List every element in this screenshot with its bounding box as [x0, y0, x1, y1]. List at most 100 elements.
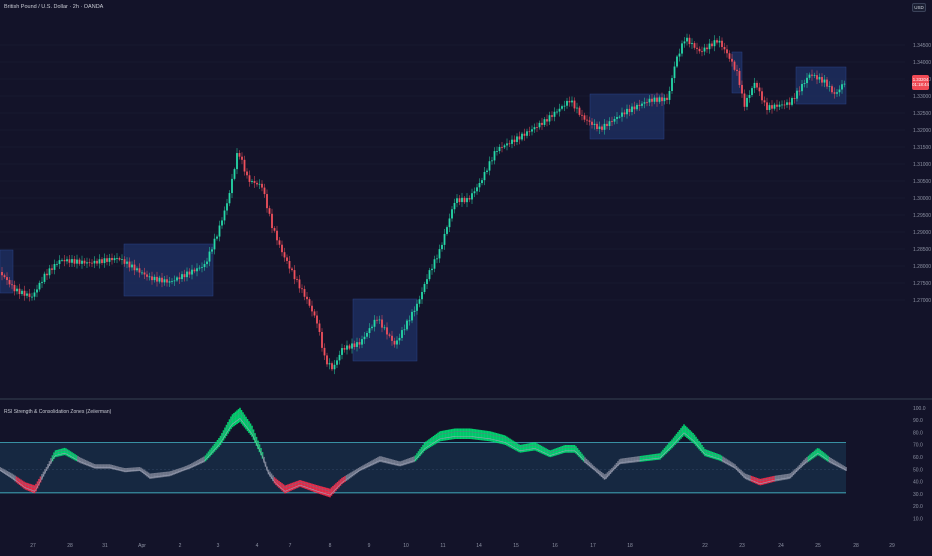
indicator-chart-svg[interactable]: 100.0 90.0 80.0 70.0 60.0 50.0 40.0 30.0 20.0 10.…: [0, 400, 932, 538]
time-axis-label: Apr: [138, 543, 146, 549]
candle-body: [41, 281, 43, 283]
candle-body: [476, 187, 478, 192]
price-scale-label: 1.30000: [913, 196, 931, 202]
time-axis-label: 11: [440, 543, 445, 549]
price-scale-label: 1.30500: [913, 179, 931, 185]
candle-body: [198, 267, 201, 269]
candle-body: [821, 77, 823, 83]
candle-body: [338, 354, 341, 361]
price-scale-label: 1.31500: [913, 145, 931, 151]
candle-body: [803, 83, 806, 84]
rsi-signal-line: [0, 411, 847, 492]
candle-body: [403, 329, 406, 331]
candle-body: [456, 198, 458, 203]
candle-body: [118, 258, 121, 260]
candle-body: [643, 102, 646, 104]
indicator-scale-label: 40.0: [913, 480, 923, 486]
time-axis-label: 10: [403, 543, 409, 549]
candle-body: [56, 263, 58, 265]
price-scale-label: 1.34000: [913, 60, 931, 66]
candle-body: [3, 275, 6, 278]
candle-body: [543, 119, 546, 125]
candle-body: [81, 260, 83, 264]
candle-body: [378, 319, 381, 321]
time-axis-label: 4: [256, 543, 259, 549]
price-pane[interactable]: 1.345001.340001.335001.330001.325001.320…: [0, 0, 932, 398]
candle-body: [736, 69, 738, 71]
candle-body: [761, 91, 763, 101]
candle-body: [241, 156, 243, 160]
candle-body: [221, 220, 223, 226]
candle-body: [296, 279, 298, 280]
price-scale-label: 1.34500: [913, 43, 931, 49]
price-scale-label: 1.31000: [913, 162, 931, 168]
candle-body: [313, 311, 316, 316]
candle-body: [763, 100, 766, 103]
time-axis[interactable]: 27 28 31 Apr 2 3 4 7 8 9 10 11 14 15 16 17 18 22 23 24 25 28 2…: [0, 538, 932, 550]
candle-body: [396, 340, 398, 345]
candle-body: [358, 342, 361, 345]
candle-body: [106, 258, 108, 262]
candle-body: [481, 180, 483, 184]
candle-body: [343, 348, 346, 350]
candle-body: [451, 209, 453, 219]
currency-button[interactable]: USD: [912, 3, 926, 12]
candle-body: [738, 70, 741, 85]
candle-body: [436, 258, 438, 260]
candle-body: [581, 114, 583, 116]
time-axis-label: 27: [30, 543, 36, 549]
candle-body: [228, 193, 231, 204]
candle-body: [91, 262, 93, 264]
candle-body: [21, 290, 23, 295]
candle-body: [583, 115, 586, 120]
candle-body: [266, 194, 268, 209]
candle-body: [376, 319, 378, 321]
candle-body: [653, 97, 656, 102]
indicator-pane[interactable]: 100.0 90.0 80.0 70.0 60.0 50.0 40.0 30.0 20.0 10.…: [0, 400, 932, 538]
candle-body: [756, 82, 758, 88]
candle-body: [773, 104, 776, 109]
candle-body: [333, 364, 336, 370]
candle-body: [233, 169, 236, 179]
indicator-title[interactable]: RSI Strength & Consolidation Zones (Zeii…: [4, 409, 112, 415]
time-axis-label: 3: [217, 543, 220, 549]
candle-body: [523, 133, 526, 136]
candle-body: [393, 340, 396, 345]
candle-body: [528, 131, 531, 133]
candle-body: [501, 146, 503, 148]
time-axis-label: 7: [289, 543, 292, 549]
candle-body: [153, 276, 156, 281]
candle-body: [201, 267, 203, 268]
time-axis-label: 8: [329, 543, 332, 549]
candle-body: [316, 315, 318, 324]
candle-body: [466, 198, 468, 203]
candle-body: [416, 303, 418, 311]
candle-body: [771, 105, 773, 109]
symbol-title[interactable]: British Pound / U.S. Dollar · 2h · OANDA: [4, 4, 104, 10]
pane-divider[interactable]: [0, 398, 932, 400]
candle-body: [361, 339, 363, 345]
candle-body: [181, 274, 183, 280]
candle-body: [591, 121, 593, 125]
candle-body: [76, 259, 78, 264]
candle-body: [61, 259, 63, 261]
price-chart-svg[interactable]: 1.345001.340001.335001.330001.325001.320…: [0, 0, 932, 398]
consolidation-zone: [123, 243, 214, 297]
candle-body: [411, 311, 413, 321]
candle-body: [816, 75, 818, 80]
indicator-scale-bg: [905, 400, 932, 538]
candle-body: [128, 261, 131, 268]
candle-body: [633, 106, 636, 110]
indicator-scale-label: 10.0: [913, 517, 923, 523]
candle-body: [306, 296, 308, 300]
candle-body: [596, 123, 598, 129]
candle-body: [683, 41, 686, 44]
candle-body: [273, 228, 276, 231]
candle-body: [526, 131, 528, 136]
candle-body: [73, 259, 76, 264]
candle-body: [493, 151, 496, 161]
rsi-line: [0, 417, 847, 496]
candle-body: [831, 86, 833, 93]
candle-body: [486, 170, 488, 173]
